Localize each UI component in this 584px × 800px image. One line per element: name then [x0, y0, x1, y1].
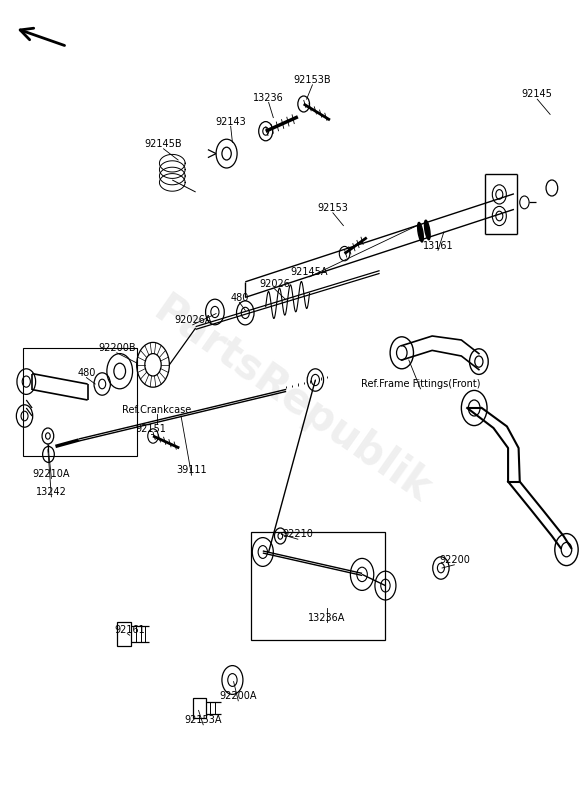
- Text: 92145B: 92145B: [145, 139, 182, 149]
- Bar: [23, 348, 137, 456]
- Text: 92151: 92151: [135, 424, 166, 434]
- Text: 92145: 92145: [522, 90, 552, 99]
- Bar: [251, 532, 385, 640]
- Text: 92200B: 92200B: [98, 343, 135, 353]
- Text: 13161: 13161: [423, 241, 453, 250]
- Text: PartsRepublik: PartsRepublik: [145, 289, 439, 511]
- Bar: [193, 698, 206, 718]
- Text: 92026: 92026: [259, 279, 290, 289]
- Text: 92153B: 92153B: [294, 75, 331, 85]
- Text: 92200: 92200: [439, 555, 470, 565]
- Ellipse shape: [425, 220, 430, 240]
- Text: 92143: 92143: [215, 117, 246, 126]
- Text: 92026A: 92026A: [174, 315, 211, 325]
- Text: 92200A: 92200A: [220, 691, 257, 701]
- Text: 92161: 92161: [114, 626, 145, 635]
- Text: 480: 480: [230, 293, 249, 302]
- Text: 13236A: 13236A: [308, 613, 346, 622]
- Text: 13236: 13236: [253, 93, 284, 102]
- Text: 13242: 13242: [36, 487, 67, 497]
- Text: Ref.Frame Fittings(Front): Ref.Frame Fittings(Front): [361, 379, 480, 389]
- Text: 92153: 92153: [318, 203, 348, 213]
- Text: Ref.Crankcase: Ref.Crankcase: [122, 405, 191, 414]
- Text: 92210: 92210: [283, 530, 313, 539]
- Text: 92210A: 92210A: [33, 469, 70, 478]
- Ellipse shape: [418, 222, 423, 242]
- Text: 92153A: 92153A: [185, 715, 222, 725]
- Text: 39111: 39111: [176, 466, 207, 475]
- Text: 480: 480: [77, 368, 96, 378]
- Text: 92145A: 92145A: [291, 267, 328, 277]
- Bar: [117, 622, 131, 646]
